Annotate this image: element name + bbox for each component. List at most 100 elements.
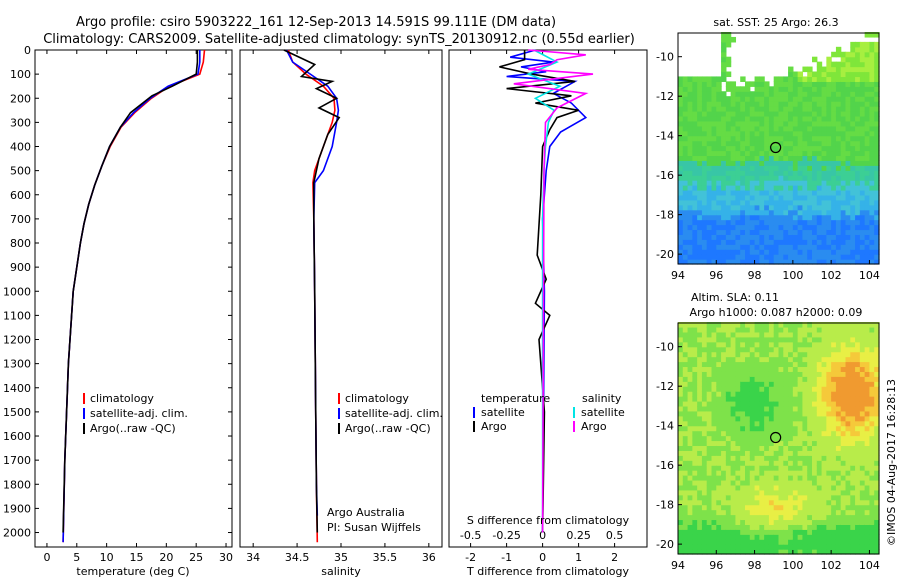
map-cell: [778, 130, 784, 137]
map-cell: [716, 425, 722, 432]
map-cell: [706, 120, 713, 127]
map-cell: [816, 96, 823, 102]
map-cell: [831, 155, 837, 161]
map-cell: [754, 435, 760, 442]
map-cell: [768, 209, 775, 216]
map-cell: [859, 185, 866, 191]
map-cell: [773, 199, 780, 206]
map-cell: [859, 61, 866, 68]
difference-ticks: -2 -1 0 1 2-0.5 -0.25 0 0.25 0.5: [460, 50, 623, 564]
map-cell: [821, 420, 827, 427]
map-cell: [845, 371, 851, 377]
map-cell: [711, 455, 717, 461]
map-cell: [759, 539, 765, 545]
map-cell: [864, 170, 871, 176]
map-cell: [797, 425, 804, 432]
map-cell: [859, 356, 866, 363]
map-cell: [802, 76, 808, 82]
map-cell: [740, 489, 746, 496]
map-cell: [725, 249, 732, 255]
map-cell: [735, 96, 741, 102]
map-cell: [869, 322, 875, 328]
map-cell: [745, 175, 751, 181]
map-cell: [874, 460, 880, 466]
map-cell: [821, 504, 827, 511]
map-cell: [764, 445, 770, 451]
map-cell: [802, 234, 808, 240]
map-cell: [859, 460, 866, 466]
map-cell: [749, 440, 756, 447]
map-cell: [773, 479, 780, 486]
map-cell: [802, 494, 808, 501]
map-cell: [864, 524, 871, 530]
sst-map-ticks: 94 96 98 100 102 104-10-12-14-16-18-20: [656, 51, 880, 282]
map-cell: [812, 71, 818, 78]
map-cell: [807, 204, 813, 211]
map-cell: [864, 91, 871, 97]
map-cell: [745, 254, 751, 260]
map-cell: [821, 229, 827, 235]
map-cell: [845, 204, 851, 211]
map-cell: [840, 326, 847, 333]
map-cell: [816, 61, 823, 68]
map-cell: [859, 415, 866, 422]
y-tick-label: 1100: [3, 309, 31, 322]
map-cell: [855, 209, 861, 216]
map-cell: [788, 194, 794, 201]
map-cell: [802, 81, 808, 87]
map-cell: [764, 440, 770, 447]
map-cell: [797, 544, 804, 550]
map-cell: [812, 381, 818, 387]
map-cell: [754, 366, 760, 372]
map-cell: [749, 376, 756, 382]
map-cell: [749, 239, 756, 245]
map-cell: [807, 361, 813, 368]
map-cell: [721, 539, 727, 545]
map-cell: [701, 470, 708, 476]
map-cell: [711, 361, 717, 368]
map-cell: [816, 386, 823, 392]
legend-heading-temperature: temperature: [481, 392, 550, 405]
map-cell: [697, 415, 703, 422]
map-cell: [778, 544, 784, 550]
map-cell: [682, 356, 689, 363]
map-cell: [745, 361, 751, 368]
map-cell: [792, 175, 799, 181]
map-cell: [759, 509, 765, 516]
map-cell: [711, 110, 717, 117]
map-cell: [831, 509, 837, 516]
map-cell: [687, 239, 693, 245]
map-cell: [735, 440, 741, 447]
map-cell: [678, 371, 684, 377]
map-cell: [725, 534, 732, 540]
map-cell: [701, 331, 708, 338]
map-cell: [692, 460, 698, 466]
map-cell: [730, 371, 737, 377]
map-cell: [802, 366, 808, 372]
map-cell: [869, 175, 875, 181]
map-cell: [788, 249, 794, 255]
map-cell: [721, 110, 727, 117]
map-cell: [812, 386, 818, 392]
map-cell: [821, 396, 827, 402]
map-cell: [745, 445, 751, 451]
map-cell: [840, 415, 847, 422]
map-cell: [778, 145, 784, 152]
map-cell: [788, 470, 794, 476]
map-cell: [701, 155, 708, 161]
map-cell: [778, 361, 784, 368]
map-cell: [768, 331, 775, 338]
map-cell: [701, 229, 708, 235]
map-cell: [687, 259, 693, 265]
map-cell: [850, 475, 856, 481]
map-cell: [706, 514, 713, 521]
map-cell: [855, 460, 861, 466]
map-cell: [840, 125, 847, 132]
map-cell: [773, 160, 780, 166]
map-cell: [754, 440, 760, 447]
map-cell: [721, 96, 727, 102]
map-cell: [835, 204, 842, 211]
map-cell: [768, 189, 775, 196]
map-cell: [840, 224, 847, 231]
map-cell: [697, 189, 703, 196]
